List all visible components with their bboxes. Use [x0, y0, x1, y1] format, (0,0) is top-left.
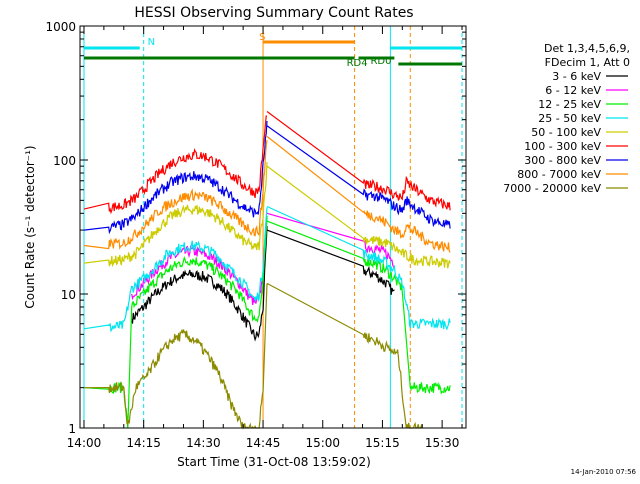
legend-label: 6 - 12 keV	[545, 84, 601, 97]
legend-header: Det 1,3,4,5,6,9,	[544, 42, 630, 55]
legend-label: 7000 - 20000 keV	[503, 182, 601, 195]
legend: Det 1,3,4,5,6,9,FDecim 1, Att 03 - 6 keV…	[503, 42, 630, 195]
legend-label: 800 - 7000 keV	[517, 168, 601, 181]
series-line	[83, 162, 451, 269]
x-tick-label: 14:45	[246, 436, 281, 450]
legend-label: 50 - 100 keV	[531, 126, 601, 139]
axis-ticks: 14:00 14:15 14:30 14:45 15:00 15:15 15:30 1 10 10…	[45, 20, 466, 450]
legend-label: 12 - 25 keV	[538, 98, 601, 111]
footer-date: 14-Jan-2010 07:56	[571, 468, 637, 476]
series-line	[83, 215, 451, 429]
y-tick-label: 1000	[45, 20, 76, 34]
x-tick-label: 15:00	[305, 436, 340, 450]
legend-label: 300 - 800 keV	[524, 154, 601, 167]
legend-label: 100 - 300 keV	[524, 140, 601, 153]
flag-label: S	[259, 32, 265, 43]
series-line	[131, 226, 395, 342]
flag-label: RD0	[370, 56, 391, 67]
plot-frame	[79, 25, 467, 429]
legend-label: 25 - 50 keV	[538, 112, 601, 125]
series-line	[131, 212, 395, 305]
series-line	[83, 120, 451, 235]
y-axis-label: Count Rate (s⁻¹ detector⁻¹)	[23, 145, 37, 308]
flag-label: N	[148, 37, 155, 48]
legend-label: 3 - 6 keV	[552, 70, 601, 83]
x-tick-label: 15:15	[365, 436, 400, 450]
x-tick-label: 14:00	[67, 436, 102, 450]
y-tick-label: 100	[53, 154, 76, 168]
series-line	[83, 205, 451, 333]
series-line	[83, 111, 451, 215]
x-tick-label: 14:15	[126, 436, 161, 450]
y-tick-label: 1	[68, 422, 76, 436]
flag-label: RD4	[347, 58, 368, 69]
series-line	[83, 135, 451, 253]
y-tick-label: 10	[61, 288, 76, 302]
x-tick-label: 14:30	[186, 436, 221, 450]
legend-header: FDecim 1, Att 0	[545, 56, 630, 69]
x-tick-label: 15:30	[425, 436, 460, 450]
x-axis-label: Start Time (31-Oct-08 13:59:02)	[177, 455, 371, 469]
chart-title: HESSI Observing Summary Count Rates	[134, 5, 413, 21]
